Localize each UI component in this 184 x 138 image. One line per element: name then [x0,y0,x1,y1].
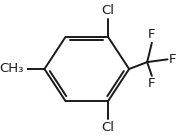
Text: Cl: Cl [101,4,114,17]
Text: F: F [169,53,177,66]
Text: CH₃: CH₃ [0,63,24,75]
Text: Cl: Cl [101,121,114,134]
Text: F: F [148,28,156,41]
Text: F: F [148,77,156,90]
